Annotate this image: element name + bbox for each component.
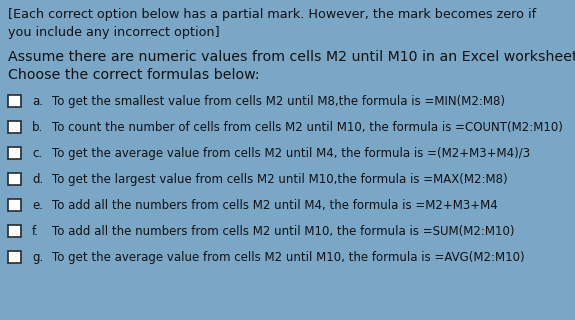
Text: you include any incorrect option]: you include any incorrect option] [8,26,220,39]
Text: d.: d. [32,173,43,186]
Bar [8,225,21,237]
Text: a.: a. [32,95,43,108]
Text: g.: g. [32,251,43,264]
Text: f.: f. [32,225,39,238]
Text: Assume there are numeric values from cells M2 until M10 in an Excel worksheet.: Assume there are numeric values from cel… [8,50,575,64]
Text: [Each correct option below has a partial mark. However, the mark becomes zero if: [Each correct option below has a partial… [8,8,536,21]
Text: Choose the correct formulas below:: Choose the correct formulas below: [8,68,260,82]
Text: c.: c. [32,147,42,160]
Bar [8,121,21,133]
Text: e.: e. [32,199,43,212]
Text: b.: b. [32,121,43,134]
Bar [8,95,21,107]
Text: To add all the numbers from cells M2 until M4, the formula is =M2+M3+M4: To add all the numbers from cells M2 unt… [52,199,498,212]
Bar [8,251,21,263]
Bar [8,199,21,211]
Text: To get the smallest value from cells M2 until M8,the formula is =MIN(M2:M8): To get the smallest value from cells M2 … [52,95,505,108]
Text: To add all the numbers from cells M2 until M10, the formula is =SUM(M2:M10): To add all the numbers from cells M2 unt… [52,225,515,238]
Bar [8,173,21,185]
Text: To get the average value from cells M2 until M10, the formula is =AVG(M2:M10): To get the average value from cells M2 u… [52,251,524,264]
Text: To get the largest value from cells M2 until M10,the formula is =MAX(M2:M8): To get the largest value from cells M2 u… [52,173,508,186]
Text: To get the average value from cells M2 until M4, the formula is =(M2+M3+M4)/3: To get the average value from cells M2 u… [52,147,530,160]
Bar [8,147,21,159]
Text: To count the number of cells from cells M2 until M10, the formula is =COUNT(M2:M: To count the number of cells from cells … [52,121,563,134]
